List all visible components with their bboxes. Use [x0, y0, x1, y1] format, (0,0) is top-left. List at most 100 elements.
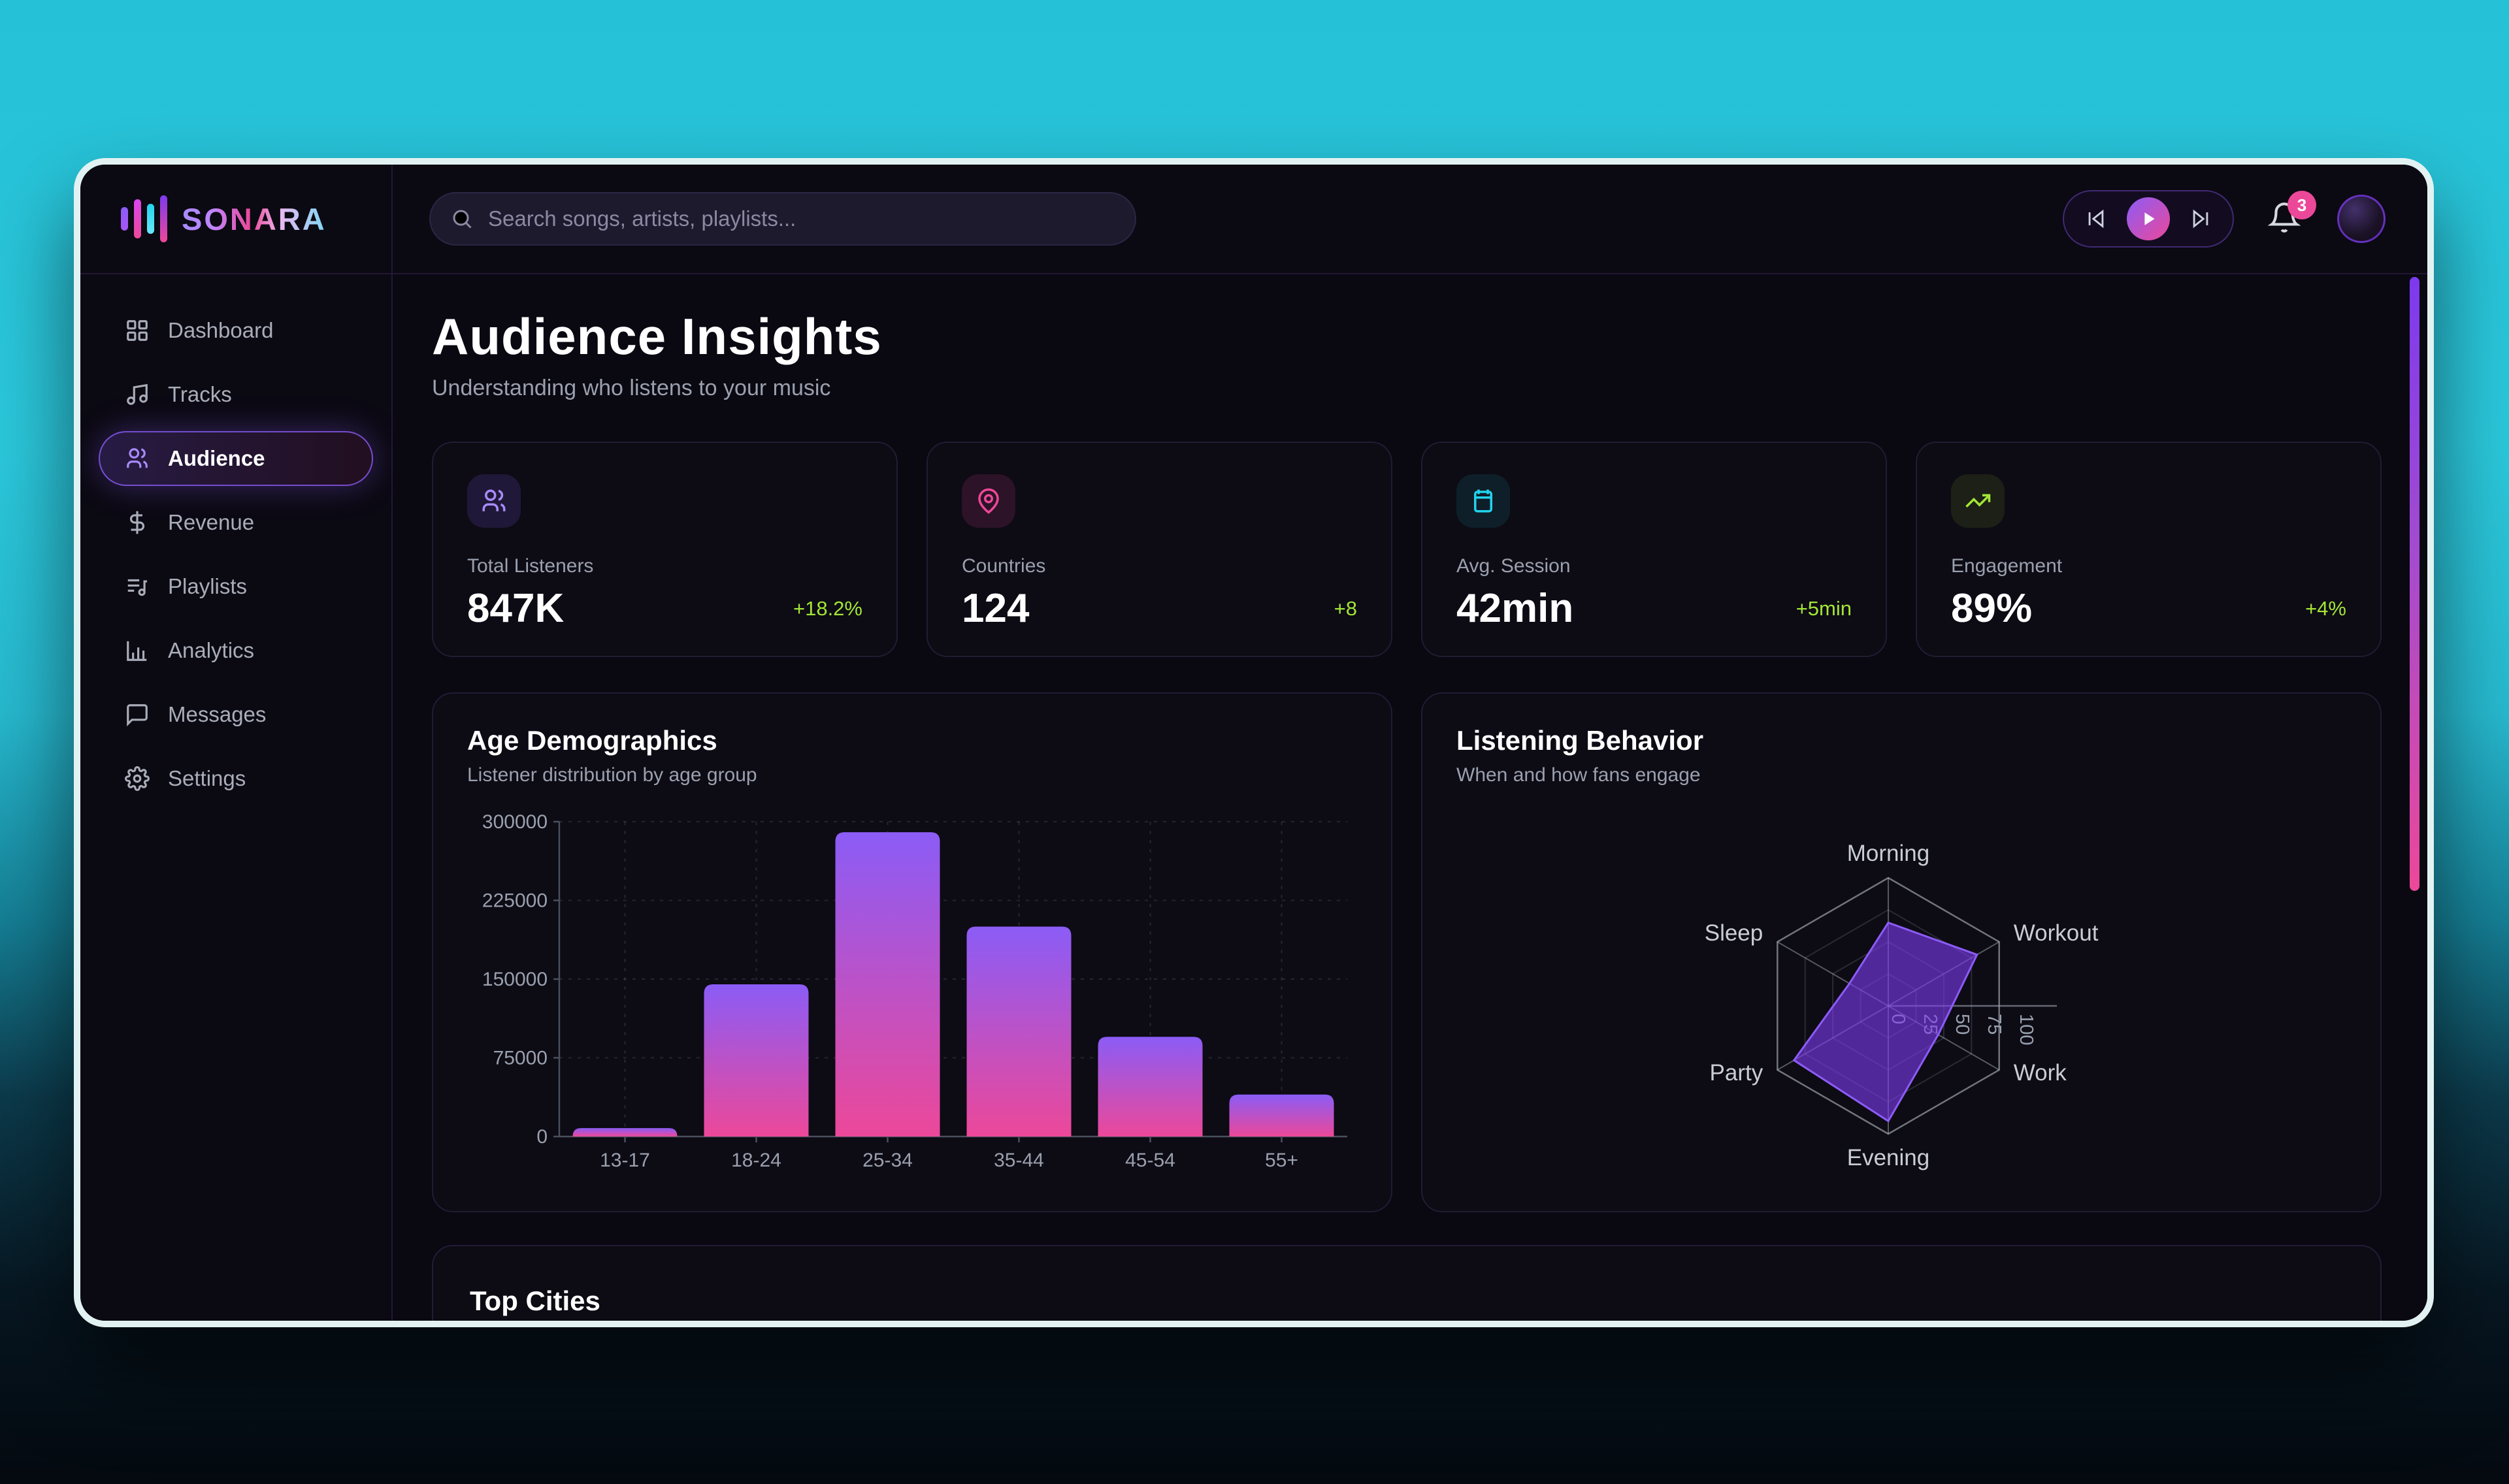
- search-input[interactable]: [488, 206, 1115, 231]
- avatar[interactable]: [2337, 195, 2386, 243]
- gear-icon: [125, 766, 150, 791]
- play-button[interactable]: [2127, 197, 2170, 240]
- svg-text:75: 75: [1984, 1014, 2005, 1035]
- svg-text:Party: Party: [1710, 1060, 1763, 1086]
- chart-subtitle: When and how fans engage: [1456, 764, 1701, 786]
- stat-value: 124: [962, 586, 1030, 631]
- sidebar-item-label: Analytics: [168, 638, 255, 662]
- app-window: SONARA 3: [74, 158, 2434, 1327]
- sidebar-item-label: Messages: [168, 702, 267, 726]
- chart-title: Age Demographics: [467, 725, 717, 756]
- sidebar-item-settings[interactable]: Settings: [99, 751, 373, 806]
- playlist-icon: [127, 579, 148, 596]
- sidebar-item-revenue[interactable]: Revenue: [99, 495, 373, 550]
- top-cities-card: Top Cities: [432, 1245, 2382, 1321]
- svg-text:225000: 225000: [482, 890, 548, 912]
- skip-back-button[interactable]: [2085, 208, 2107, 230]
- logo: SONARA: [80, 165, 393, 274]
- skip-back-icon: [2088, 209, 2104, 229]
- chart-subtitle: Listener distribution by age group: [467, 764, 757, 786]
- stat-card-avg-session: Avg. Session 42min +5min: [1421, 442, 1887, 657]
- dashboard-icon: [127, 320, 148, 341]
- trending-up-icon: [1951, 474, 2005, 528]
- stat-label: Countries: [962, 555, 1046, 577]
- listening-behavior-radar-chart: 0255075100MorningWorkoutWorkEveningParty…: [1705, 841, 2099, 1170]
- stat-label: Engagement: [1951, 555, 2063, 577]
- skip-forward-button[interactable]: [2189, 208, 2212, 230]
- svg-text:75000: 75000: [493, 1048, 548, 1069]
- skip-forward-icon: [2193, 209, 2208, 229]
- top-cities-title: Top Cities: [470, 1285, 600, 1316]
- app-name: SONARA: [182, 201, 327, 236]
- svg-text:50: 50: [1952, 1014, 1973, 1035]
- stat-change: +5min: [1796, 597, 1852, 620]
- page-subtitle: Understanding who listens to your music: [432, 376, 831, 400]
- scrollbar-thumb[interactable]: [2410, 277, 2419, 891]
- users-icon: [127, 448, 148, 468]
- stat-value: 847K: [467, 586, 565, 631]
- svg-text:Morning: Morning: [1847, 841, 1929, 866]
- svg-text:100: 100: [2016, 1014, 2037, 1045]
- sidebar-item-dashboard[interactable]: Dashboard: [99, 303, 373, 358]
- stat-change: +8: [1334, 597, 1357, 620]
- stats-row: Total Listeners 847K +18.2% Countries 12…: [432, 442, 2382, 657]
- svg-text:150000: 150000: [482, 969, 548, 990]
- svg-text:Evening: Evening: [1847, 1145, 1929, 1170]
- age-demographics-card: Age Demographics Listener distribution b…: [432, 692, 1392, 1212]
- svg-text:25-34: 25-34: [862, 1150, 913, 1171]
- sidebar-item-playlists[interactable]: Playlists: [99, 559, 373, 614]
- message-icon: [127, 704, 148, 727]
- main-content: Audience Insights Understanding who list…: [393, 274, 2427, 1321]
- sidebar-item-analytics[interactable]: Analytics: [99, 623, 373, 678]
- stat-change: +18.2%: [793, 597, 862, 620]
- sidebar-item-label: Dashboard: [168, 318, 274, 342]
- charts-row: Age Demographics Listener distribution b…: [432, 692, 2382, 1212]
- chart-title: Listening Behavior: [1456, 725, 1704, 756]
- stat-card-countries: Countries 124 +8: [927, 442, 1392, 657]
- dollar-icon: [130, 511, 144, 534]
- stat-value: 42min: [1456, 586, 1574, 631]
- stat-label: Avg. Session: [1456, 555, 1571, 577]
- topbar: 3: [393, 165, 2427, 274]
- svg-text:45-54: 45-54: [1125, 1150, 1175, 1171]
- sidebar-item-label: Audience: [168, 446, 265, 470]
- notifications-button[interactable]: 3: [2267, 191, 2316, 236]
- calendar-icon: [1456, 474, 1510, 528]
- stat-change: +4%: [2305, 597, 2346, 620]
- sidebar-item-label: Revenue: [168, 510, 255, 534]
- svg-text:18-24: 18-24: [731, 1150, 781, 1171]
- svg-text:35-44: 35-44: [994, 1150, 1044, 1171]
- users-icon: [467, 474, 521, 528]
- bar-chart-icon: [127, 641, 147, 661]
- stat-label: Total Listeners: [467, 555, 594, 577]
- sidebar-item-audience[interactable]: Audience: [99, 431, 373, 486]
- topbar-right: 3: [2063, 190, 2386, 248]
- svg-text:Sleep: Sleep: [1705, 920, 1763, 946]
- equalizer-logo-icon: [121, 193, 167, 245]
- play-icon: [2144, 212, 2155, 225]
- page-title: Audience Insights: [432, 308, 882, 365]
- mini-player: [2063, 190, 2234, 248]
- stat-value: 89%: [1951, 586, 2033, 631]
- svg-text:0: 0: [536, 1126, 548, 1148]
- age-demographics-bar-chart: 0 75000 150000 225000 300000 13-17 18-24 25-34 3…: [482, 811, 1347, 1171]
- svg-text:300000: 300000: [482, 811, 548, 833]
- svg-text:Work: Work: [2014, 1060, 2067, 1086]
- sidebar: Dashboard Tracks Audience Revenue Playli…: [80, 274, 393, 1321]
- map-pin-icon: [962, 474, 1015, 528]
- svg-text:55+: 55+: [1265, 1150, 1298, 1171]
- sidebar-item-label: Playlists: [168, 574, 248, 598]
- stat-card-engagement: Engagement 89% +4%: [1916, 442, 2382, 657]
- notification-badge: 3: [2288, 191, 2316, 219]
- sidebar-item-messages[interactable]: Messages: [99, 687, 373, 742]
- sidebar-item-label: Settings: [168, 766, 246, 790]
- listening-behavior-card: Listening Behavior When and how fans eng…: [1421, 692, 2382, 1212]
- svg-text:Workout: Workout: [2014, 920, 2099, 946]
- sidebar-item-label: Tracks: [168, 382, 232, 406]
- sidebar-item-tracks[interactable]: Tracks: [99, 367, 373, 422]
- stat-card-total-listeners: Total Listeners 847K +18.2%: [432, 442, 898, 657]
- search-icon: [453, 210, 472, 229]
- music-note-icon: [127, 383, 148, 405]
- svg-text:13-17: 13-17: [600, 1150, 650, 1171]
- search-bar[interactable]: [429, 192, 1136, 246]
